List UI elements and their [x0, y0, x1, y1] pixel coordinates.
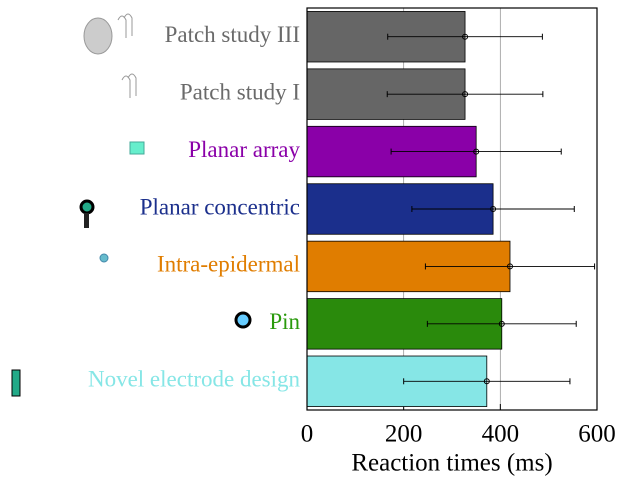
pin-icon: [236, 313, 250, 327]
array-icon: [130, 142, 144, 154]
y-tick-label: Pin: [269, 309, 300, 334]
wire-icon: [122, 74, 136, 98]
novel-icon: [12, 370, 20, 396]
y-tick-label: Planar concentric: [140, 194, 300, 219]
x-tick-label: 0: [301, 421, 314, 448]
x-tick-label: 400: [482, 421, 520, 448]
y-tick-label: Novel electrode design: [88, 367, 301, 392]
epidermal-icon: [100, 254, 108, 262]
handle-icon: [84, 213, 89, 228]
chart: Reaction times (ms) 0 200 400 600 Patch stud…: [0, 0, 621, 480]
y-tick-label: Planar array: [188, 137, 300, 162]
x-tick-label: 600: [578, 421, 616, 448]
y-tick-label: Intra-epidermal: [157, 252, 300, 277]
y-tick-label: Patch study III: [165, 22, 300, 47]
concentric-icon: [81, 201, 93, 213]
x-tick-label: 200: [385, 421, 423, 448]
patch-icon: [84, 18, 112, 54]
y-tick-label: Patch study I: [180, 79, 300, 104]
x-axis-label: Reaction times (ms): [351, 450, 552, 477]
wire-icon: [118, 14, 132, 38]
